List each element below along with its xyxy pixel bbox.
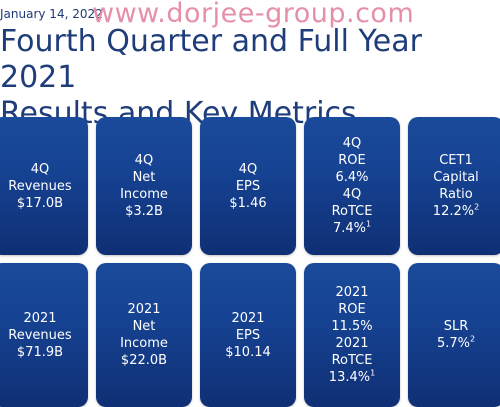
tile-cet1-capital-ratio: CET1 Capital Ratio 12.2%2	[408, 117, 500, 255]
tile-4q-revenues: 4Q Revenues $17.0B	[0, 117, 88, 255]
tile-value-with-footnote: 5.7%2	[437, 335, 475, 352]
tile-line: 2021	[127, 302, 161, 317]
footnote-marker: 1	[365, 219, 372, 229]
title-line-1: Fourth Quarter and Full Year 2021	[0, 24, 422, 95]
tile-line: Income	[120, 187, 168, 202]
tile-line: CET1	[439, 153, 473, 168]
tile-line: 4Q	[134, 153, 154, 168]
tile-line: 4Q	[30, 161, 50, 177]
tile-line: 2021	[23, 310, 57, 326]
footnote-marker: 2	[469, 334, 476, 344]
tile-2021-net-income: 2021 Net Income $22.0B	[96, 263, 192, 407]
tile-value-with-footnote: 12.2%2	[433, 203, 479, 220]
date-label: January 14, 2022	[0, 7, 103, 21]
tile-value: 12.2%	[432, 204, 475, 219]
tile-2021-roe-rotce: 2021 ROE 11.5% 2021 RoTCE 13.4%1	[304, 263, 400, 407]
tile-value: 11.5%	[331, 319, 373, 334]
watermark-text: www.dorjee-group.com	[92, 0, 415, 29]
tile-slr: SLR 5.7%2	[408, 263, 500, 407]
tile-2021-eps: 2021 EPS $10.14	[200, 263, 296, 407]
tile-line: Ratio	[439, 187, 473, 202]
tile-line: EPS	[235, 178, 261, 194]
tile-line: Income	[120, 336, 168, 351]
tile-line: ROE	[338, 153, 366, 168]
tile-line: EPS	[235, 327, 261, 343]
footnote-marker: 1	[370, 368, 376, 378]
tile-line: 4Q	[238, 161, 258, 177]
tile-value-with-footnote: 13.4%1	[329, 369, 375, 386]
tile-line: 2021	[335, 285, 369, 300]
tile-line: 4Q	[342, 136, 362, 151]
tile-value: 13.4%	[328, 370, 371, 385]
tile-value-with-footnote: 7.4%1	[333, 220, 371, 237]
tile-line: RoTCE	[331, 204, 373, 219]
tile-value: $17.0B	[16, 195, 64, 211]
tile-line: Revenues	[8, 178, 72, 194]
tile-2021-revenues: 2021 Revenues $71.9B	[0, 263, 88, 407]
tile-line: Capital	[433, 170, 479, 185]
tile-value: $1.46	[229, 195, 267, 211]
tile-line: SLR	[443, 319, 469, 334]
tile-line: 2021	[335, 336, 369, 351]
tile-line: Net	[132, 319, 156, 334]
tile-value: 6.4%	[335, 170, 369, 185]
tile-4q-eps: 4Q EPS $1.46	[200, 117, 296, 255]
tile-4q-net-income: 4Q Net Income $3.2B	[96, 117, 192, 255]
tile-line: Revenues	[8, 327, 72, 343]
tile-value: 5.7%	[436, 336, 470, 351]
tile-value: 7.4%	[332, 221, 366, 236]
tile-value: $22.0B	[120, 353, 168, 368]
tile-value: $3.2B	[125, 204, 163, 219]
tile-4q-roe-rotce: 4Q ROE 6.4% 4Q RoTCE 7.4%1	[304, 117, 400, 255]
tile-line: Net	[132, 170, 156, 185]
footnote-marker: 2	[474, 202, 480, 212]
tile-line: ROE	[338, 302, 366, 317]
tile-line: RoTCE	[331, 353, 373, 368]
tile-value: $71.9B	[16, 344, 64, 360]
tile-line: 4Q	[342, 187, 362, 202]
page-title: Fourth Quarter and Full Year 2021 Result…	[0, 24, 500, 132]
tile-value: $10.14	[225, 344, 271, 360]
metrics-grid: 4Q Revenues $17.0B 4Q Net Income $3.2B 4…	[0, 117, 500, 407]
tile-line: 2021	[231, 310, 265, 326]
